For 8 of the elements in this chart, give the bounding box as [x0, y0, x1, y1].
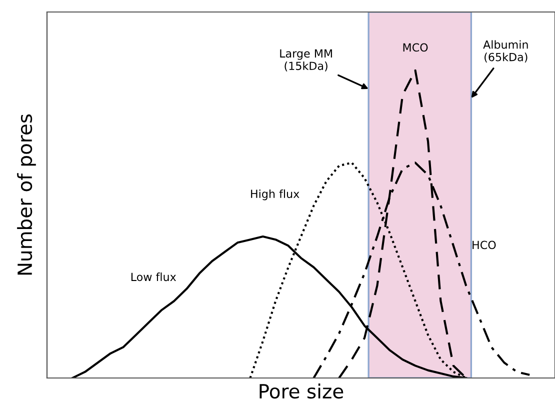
- series-label: HCO: [472, 240, 496, 250]
- x-axis-title: Pore size: [260, 384, 344, 399]
- annotation: Large MM (15kDa): [280, 49, 332, 72]
- text: MCO: [403, 43, 428, 52]
- y-axis-title: Number of pores: [17, 114, 36, 275]
- series-label: Low flux: [131, 272, 176, 282]
- text: Albumin (65kDa): [483, 40, 528, 63]
- series-label: High flux: [251, 189, 300, 200]
